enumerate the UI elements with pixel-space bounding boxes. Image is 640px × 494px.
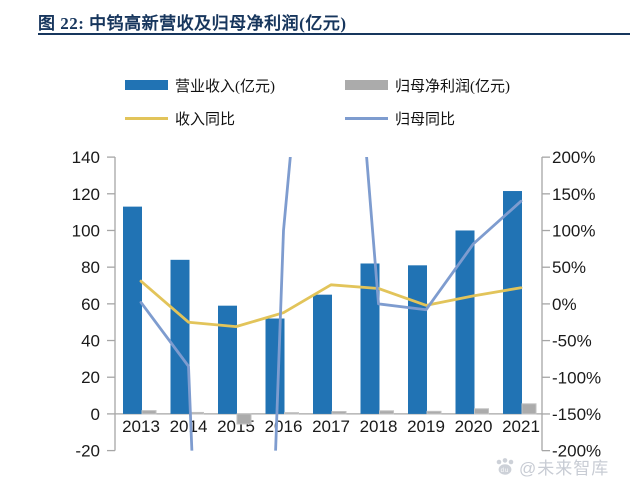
- netprofit-bar: [236, 413, 252, 425]
- legend-label: 营业收入(亿元): [175, 78, 275, 95]
- x-axis-label: 2016: [265, 417, 303, 436]
- netprofit-bar: [474, 408, 489, 415]
- left-axis-tick-label: -20: [75, 442, 100, 461]
- revenue-bar: [123, 206, 142, 414]
- legend-item-netprofit-yoy: 归母同比: [345, 109, 456, 128]
- x-axis-label: 2018: [360, 417, 398, 436]
- x-axis-label: 2014: [170, 417, 208, 436]
- legend-label: 收入同比: [175, 111, 236, 128]
- paw-icon: du: [496, 457, 514, 475]
- left-axis-tick-label: 140: [72, 148, 100, 167]
- right-axis-tick-label: -50%: [552, 332, 592, 351]
- right-axis-tick-label: 0%: [552, 295, 577, 314]
- netprofit-bar-swatch-icon: [345, 80, 388, 90]
- x-axis-label: 2019: [407, 417, 445, 436]
- netprofit-bar: [331, 411, 347, 415]
- left-axis-tick-label: 20: [81, 368, 100, 387]
- right-axis-tick-label: 150%: [552, 185, 595, 204]
- legend-item-netprofit: 归母净利润(亿元): [345, 76, 510, 95]
- legend-label: 归母净利润(亿元): [395, 78, 510, 95]
- right-axis-tick-label: -100%: [552, 368, 601, 387]
- netprofit-bar: [141, 410, 157, 415]
- revenue-bar: [408, 265, 427, 414]
- x-axis-label: 2017: [312, 417, 350, 436]
- revenue-bar-swatch-icon: [125, 80, 168, 90]
- netprofit-bar: [284, 412, 299, 415]
- svg-text:du: du: [501, 468, 510, 474]
- revenue-bar: [265, 318, 285, 414]
- revenue-bar: [455, 230, 475, 414]
- netprofit-bar: [379, 410, 394, 415]
- right-axis-tick-label: 200%: [552, 148, 595, 167]
- x-axis-label: 2013: [122, 417, 160, 436]
- left-axis-tick-label: 80: [81, 258, 100, 277]
- revenue-bar: [360, 263, 380, 414]
- chart-svg: 140 120 100 80 60 40 20 0 -20 200% 150% 100% 50% 0% -5…: [72, 148, 602, 461]
- chart-area: 140 120 100 80 60 40 20 0 -20 200% 150% 100% 50% 0% -5…: [0, 140, 640, 489]
- revenue-yoy-line-swatch-icon: [125, 116, 168, 120]
- revenue-bar: [313, 294, 332, 414]
- right-axis-tick-label: 50%: [552, 258, 586, 277]
- revenue-bar: [218, 305, 237, 414]
- netprofit-bar: [521, 403, 537, 415]
- legend-item-revenue: 营业收入(亿元): [125, 76, 275, 95]
- title-underline: [38, 33, 630, 35]
- right-axis-tick-label: -200%: [552, 442, 601, 461]
- revenue-bar: [170, 259, 190, 414]
- right-axis-tick-label: 100%: [552, 222, 595, 241]
- netprofit-yoy-line: [139, 157, 523, 451]
- left-axis-tick-label: 60: [81, 295, 100, 314]
- watermark-text: @未来智库: [519, 459, 610, 478]
- legend-label: 归母同比: [395, 111, 456, 128]
- revenue-yoy-line: [139, 279, 523, 329]
- netprofit-bar: [426, 410, 442, 415]
- netprofit-yoy-line-swatch-icon: [345, 116, 388, 120]
- left-axis-tick-label: 0: [91, 405, 100, 424]
- x-axis-label: 2020: [455, 417, 493, 436]
- figure-title: 图 22: 中钨高新营收及归母净利润(亿元): [38, 14, 347, 33]
- revenue-bar: [503, 191, 522, 414]
- left-axis-tick-label: 120: [72, 185, 100, 204]
- right-axis-tick-label: -150%: [552, 405, 601, 424]
- x-axis-label: 2021: [502, 417, 540, 436]
- watermark: du @未来智库: [494, 454, 609, 479]
- left-axis-tick-label: 100: [72, 221, 100, 240]
- legend-item-revenue-yoy: 收入同比: [125, 109, 236, 128]
- left-axis-tick-label: 40: [81, 332, 100, 351]
